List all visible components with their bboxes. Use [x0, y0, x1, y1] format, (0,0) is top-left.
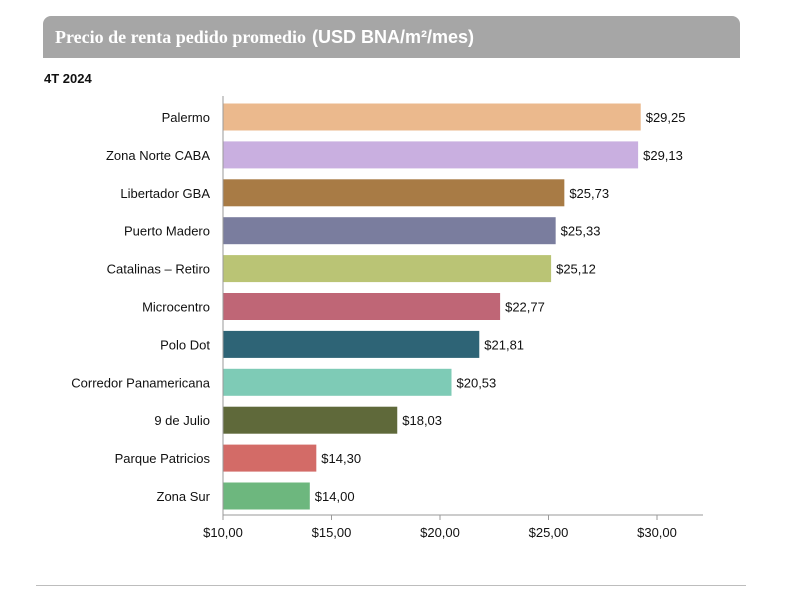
- category-label: Catalinas – Retiro: [107, 262, 210, 277]
- bar-0: [223, 103, 641, 131]
- value-label: $25,12: [556, 262, 596, 277]
- bar-7: [223, 368, 452, 396]
- value-label: $18,03: [402, 413, 442, 428]
- category-label: Corredor Panamericana: [71, 375, 211, 390]
- category-label: Zona Sur: [157, 489, 211, 504]
- bar-2: [223, 179, 565, 207]
- category-label: Libertador GBA: [120, 186, 210, 201]
- period-label: 4T 2024: [44, 71, 92, 86]
- value-label: $21,81: [484, 337, 524, 352]
- bar-8: [223, 406, 398, 434]
- bar-4: [223, 255, 552, 283]
- value-label: $14,00: [315, 489, 355, 504]
- bar-6: [223, 330, 480, 358]
- chart-title-unit: (USD BNA/m²/mes): [312, 26, 475, 47]
- chart-title: Precio de renta pedido promedio: [55, 26, 306, 47]
- category-label: 9 de Julio: [154, 413, 210, 428]
- value-label: $25,33: [561, 224, 601, 239]
- value-label: $22,77: [505, 300, 545, 315]
- value-label: $25,73: [569, 186, 609, 201]
- value-label: $29,25: [646, 110, 686, 125]
- bar-10: [223, 482, 310, 510]
- bar-3: [223, 217, 556, 245]
- chart-title-bar: Precio de renta pedido promedio (USD BNA…: [43, 16, 740, 58]
- category-label: Zona Norte CABA: [106, 148, 210, 163]
- value-label: $14,30: [321, 451, 361, 466]
- x-tick-label: $20,00: [420, 525, 460, 540]
- bar-9: [223, 444, 317, 472]
- bar-1: [223, 141, 639, 169]
- x-tick-label: $30,00: [637, 525, 677, 540]
- x-tick-label: $10,00: [203, 525, 243, 540]
- bar-chart: Palermo $29,25 Zona Norte CABA $29,13 Libert…: [71, 96, 703, 540]
- bottom-divider: [36, 585, 746, 586]
- category-label: Palermo: [162, 110, 210, 125]
- value-label: $29,13: [643, 148, 683, 163]
- category-label: Polo Dot: [160, 337, 210, 352]
- x-tick-label: $25,00: [529, 525, 569, 540]
- x-tick-label: $15,00: [312, 525, 352, 540]
- value-label: $20,53: [457, 375, 497, 390]
- bar-5: [223, 293, 501, 320]
- category-label: Puerto Madero: [124, 224, 210, 239]
- category-label: Parque Patricios: [115, 451, 211, 466]
- category-label: Microcentro: [142, 300, 210, 315]
